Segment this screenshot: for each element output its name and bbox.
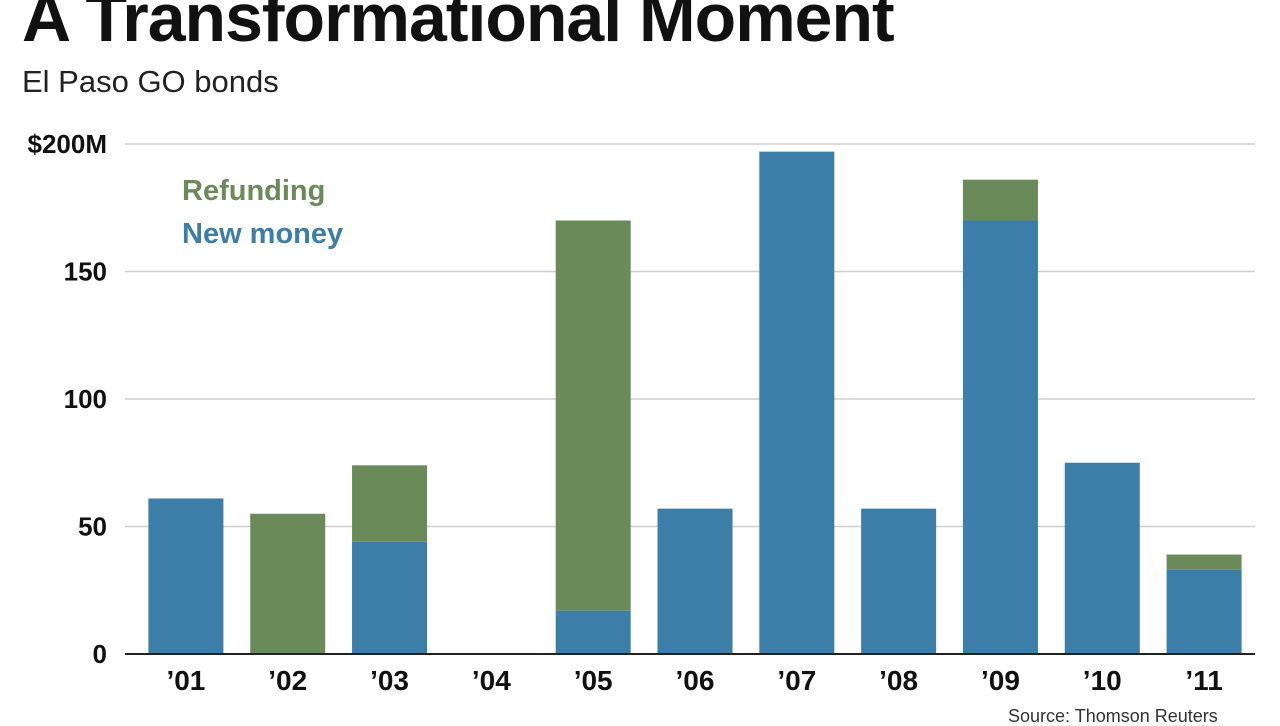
bar-refunding [250,513,326,654]
x-tick-label: ’06 [676,665,715,696]
bar-new-money [1166,569,1242,654]
bar-refunding [1166,554,1242,570]
chart-subtitle: El Paso GO bonds [22,64,279,99]
y-tick-label: 0 [93,639,107,669]
x-tick-label: ’11 [1185,665,1222,696]
bar-new-money [1064,462,1140,654]
bar-new-money [861,508,937,654]
bar-refunding [352,465,428,542]
bars [148,151,1242,654]
legend: Refunding New money [182,175,343,250]
legend-refunding: Refunding [182,175,325,207]
x-tick-label: ’10 [1083,665,1122,696]
x-tick-label: ’01 [166,665,205,696]
x-tick-label: ’02 [268,665,307,696]
bar-new-money [759,151,835,654]
x-tick-label: ’04 [472,665,511,696]
bar-new-money [555,610,631,654]
y-tick-label: $200M [28,129,108,159]
x-tick-label: ’08 [879,665,918,696]
legend-new-money: New money [182,218,343,250]
chart-title: A Transformational Moment [22,0,895,56]
bar-new-money [657,508,733,654]
y-tick-label: 100 [64,384,107,414]
bar-refunding [962,179,1038,221]
axes: 0 50 100 150 $200M ’01 ’02 ’03 ’04 ’05 ’06 ’07 ’08 ’0… [28,129,1255,696]
bar-new-money [148,498,224,654]
x-tick-label: ’09 [981,665,1020,696]
bar-new-money [962,220,1038,654]
x-tick-label: ’05 [574,665,613,696]
y-tick-label: 50 [78,512,107,542]
x-tick-label: ’03 [370,665,409,696]
bar-new-money [352,541,428,654]
y-tick-label: 150 [64,257,107,287]
bar-refunding [555,220,631,611]
x-tick-label: ’07 [777,665,816,696]
source-note: Source: Thomson Reuters [1008,706,1218,726]
